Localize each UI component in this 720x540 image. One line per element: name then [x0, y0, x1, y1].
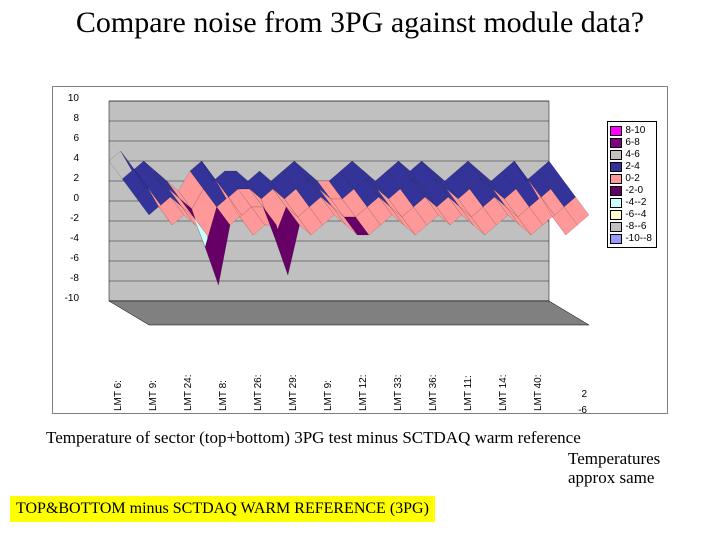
legend-item: 2-4 [610, 161, 652, 172]
legend-item: -4--2 [610, 197, 652, 208]
legend-label: 4-6 [625, 149, 639, 160]
footer-highlight: TOP&BOTTOM minus SCTDAQ WARM REFERENCE (… [10, 496, 435, 522]
x-tick: LMT 12: [358, 375, 369, 412]
x-tick: LMT 6: [113, 380, 124, 411]
caption-side: Temperatures approx same [568, 450, 698, 487]
legend-item: 4-6 [610, 149, 652, 160]
legend-label: 6-8 [625, 137, 639, 148]
legend-swatch [610, 210, 622, 220]
y-tick: 10 [57, 93, 79, 104]
y-tick: 4 [57, 153, 79, 164]
legend-item: 8-10 [610, 125, 652, 136]
x-tick: LMT 9: [148, 380, 159, 411]
page-title: Compare noise from 3PG against module da… [0, 0, 720, 41]
legend-swatch [610, 138, 622, 148]
legend-item: 0-2 [610, 173, 652, 184]
x-tick: LMT 11: [463, 375, 474, 411]
legend-swatch [610, 234, 622, 244]
y-tick: 2 [57, 173, 79, 184]
legend-swatch [610, 222, 622, 232]
x-tick: LMT 14: [498, 375, 509, 412]
legend-swatch [610, 162, 622, 172]
x-tick: LMT 8: [218, 380, 229, 411]
y-tick: 8 [57, 113, 79, 124]
legend-swatch [610, 186, 622, 196]
z-tick: -6 [578, 405, 587, 416]
y-tick: -4 [57, 233, 79, 244]
legend-label: -2-0 [625, 185, 643, 196]
x-tick: LMT 36: [428, 375, 439, 412]
legend-label: 8-10 [625, 125, 645, 136]
x-tick: LMT 24: [183, 375, 194, 412]
x-tick: LMT 33: [393, 375, 404, 412]
chart-container: 1086420-2-4-6-8-10 LMT 6:LMT 9:LMT 24:LM… [52, 86, 668, 414]
surface-3d-chart [79, 91, 599, 361]
legend-item: -2-0 [610, 185, 652, 196]
y-tick: 6 [57, 133, 79, 144]
legend-label: 2-4 [625, 161, 639, 172]
y-tick: 0 [57, 193, 79, 204]
legend-label: -8--6 [625, 221, 646, 232]
x-tick: LMT 26: [253, 375, 264, 412]
legend-swatch [610, 126, 622, 136]
legend-label: -10--8 [625, 233, 652, 244]
legend-item: -10--8 [610, 233, 652, 244]
legend-swatch [610, 150, 622, 160]
legend: 8-106-84-62-40-2-2-0-4--2-6--4-8--6-10--… [607, 121, 657, 248]
y-tick: -10 [57, 293, 79, 304]
z-tick: 2 [581, 389, 587, 400]
legend-label: -4--2 [625, 197, 646, 208]
legend-swatch [610, 198, 622, 208]
x-tick: LMT 29: [288, 375, 299, 412]
x-tick: LMT 9: [323, 380, 334, 411]
legend-item: -8--6 [610, 221, 652, 232]
y-tick: -8 [57, 273, 79, 284]
legend-label: 0-2 [625, 173, 639, 184]
legend-swatch [610, 174, 622, 184]
legend-item: 6-8 [610, 137, 652, 148]
legend-label: -6--4 [625, 209, 646, 220]
legend-item: -6--4 [610, 209, 652, 220]
caption-main: Temperature of sector (top+bottom) 3PG t… [46, 428, 581, 448]
chart-area: 1086420-2-4-6-8-10 LMT 6:LMT 9:LMT 24:LM… [53, 87, 667, 413]
y-tick: -6 [57, 253, 79, 264]
x-tick: LMT 40: [533, 375, 544, 412]
y-tick: -2 [57, 213, 79, 224]
